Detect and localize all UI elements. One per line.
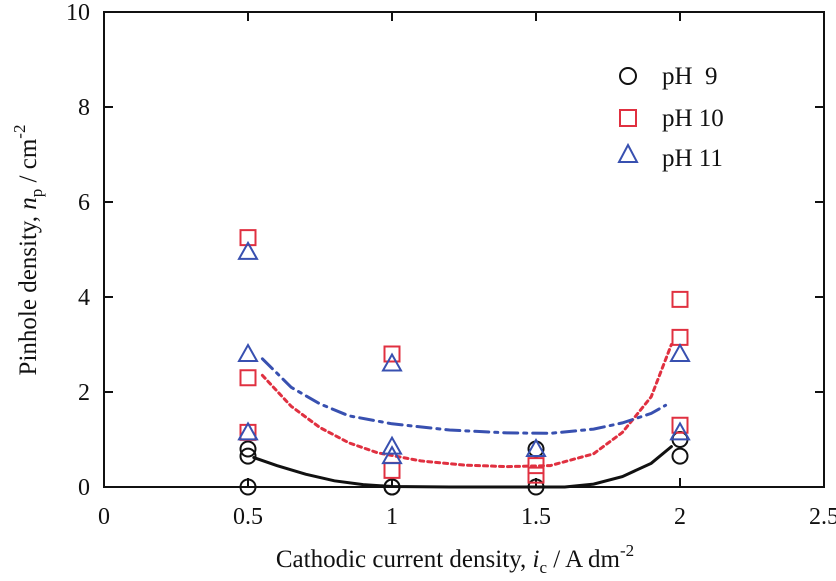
x-tick-label: 2	[674, 504, 686, 530]
legend: pH 9 pH 10 pH 11	[617, 63, 724, 172]
y-tick-label: 8	[78, 95, 90, 121]
data-point-triangle	[381, 352, 403, 372]
legend-item-ph10: pH 10	[619, 105, 724, 132]
x-axis-title-subscript: c	[539, 558, 547, 577]
data-point-square	[527, 466, 545, 484]
x-tick-label: 1	[386, 504, 398, 530]
y-tick-label: 0	[78, 475, 90, 501]
x-tick-label: 0.5	[233, 504, 263, 530]
axis-ticks	[103, 11, 825, 488]
y-tick-label: 2	[78, 380, 90, 406]
x-axis-title-prefix: Cathodic current density,	[276, 546, 533, 573]
y-tick-label: 10	[66, 0, 90, 26]
data-point-triangle	[237, 342, 259, 362]
data-point-circle	[383, 478, 401, 496]
data-point-triangle	[381, 445, 403, 465]
legend-marker-square	[619, 109, 637, 127]
data-point-square	[383, 345, 401, 363]
data-point-circle	[239, 440, 257, 458]
legend-item-ph9: pH 9	[619, 63, 718, 90]
y-tick-label: 6	[78, 190, 90, 216]
trend-line	[260, 357, 668, 435]
legend-label-ph10: pH 10	[662, 105, 724, 132]
data-point-circle	[527, 478, 545, 496]
legend-marker-triangle	[617, 142, 639, 163]
data-point-square	[239, 229, 257, 247]
y-axis-title: Pinhole density, np / cm-2	[10, 125, 46, 376]
data-point-triangle	[381, 435, 403, 455]
legend-label-ph9: pH 9	[662, 63, 718, 90]
x-axis-title: Cathodic current density, ic / A dm-2	[276, 541, 634, 577]
data-point-square	[527, 457, 545, 475]
x-tick-label: 2.5	[809, 504, 836, 530]
legend-marker-circle	[619, 67, 637, 85]
data-point-triangle	[669, 421, 691, 441]
legend-item-ph11: pH 11	[617, 142, 723, 172]
y-axis-title-unit: / cm	[15, 138, 42, 189]
data-point-triangle	[237, 421, 259, 441]
y-axis-title-prefix: Pinhole density,	[15, 210, 42, 376]
x-tick-label: 0	[98, 504, 110, 530]
x-tick-label: 1.5	[521, 504, 551, 530]
y-tick-label: 4	[78, 285, 90, 311]
x-axis-title-unit: / A dm	[547, 546, 620, 573]
y-axis-title-superscript: -2	[10, 125, 29, 139]
y-axis-title-subscript: p	[27, 189, 46, 198]
y-axis-title-symbol: n	[15, 197, 42, 210]
data-point-square	[671, 290, 689, 308]
data-point-square	[239, 369, 257, 387]
data-point-circle	[239, 478, 257, 496]
trend-lines	[252, 343, 673, 489]
data-point-square	[671, 328, 689, 346]
data-point-square	[383, 461, 401, 479]
trend-line	[260, 343, 673, 469]
data-markers	[237, 229, 691, 496]
tick-labels: 0 0.5 1 1.5 2 2.5 0 2 4 6 8 10	[66, 0, 836, 530]
data-point-triangle	[525, 437, 547, 457]
data-point-square	[671, 416, 689, 434]
x-axis-title-symbol: i	[533, 546, 540, 573]
data-point-triangle	[237, 240, 259, 260]
x-axis-title-superscript: -2	[620, 541, 634, 560]
trend-line	[252, 445, 673, 489]
data-point-triangle	[669, 342, 691, 362]
data-point-circle	[239, 447, 257, 465]
legend-label-ph11: pH 11	[662, 145, 723, 172]
data-point-circle	[671, 447, 689, 465]
